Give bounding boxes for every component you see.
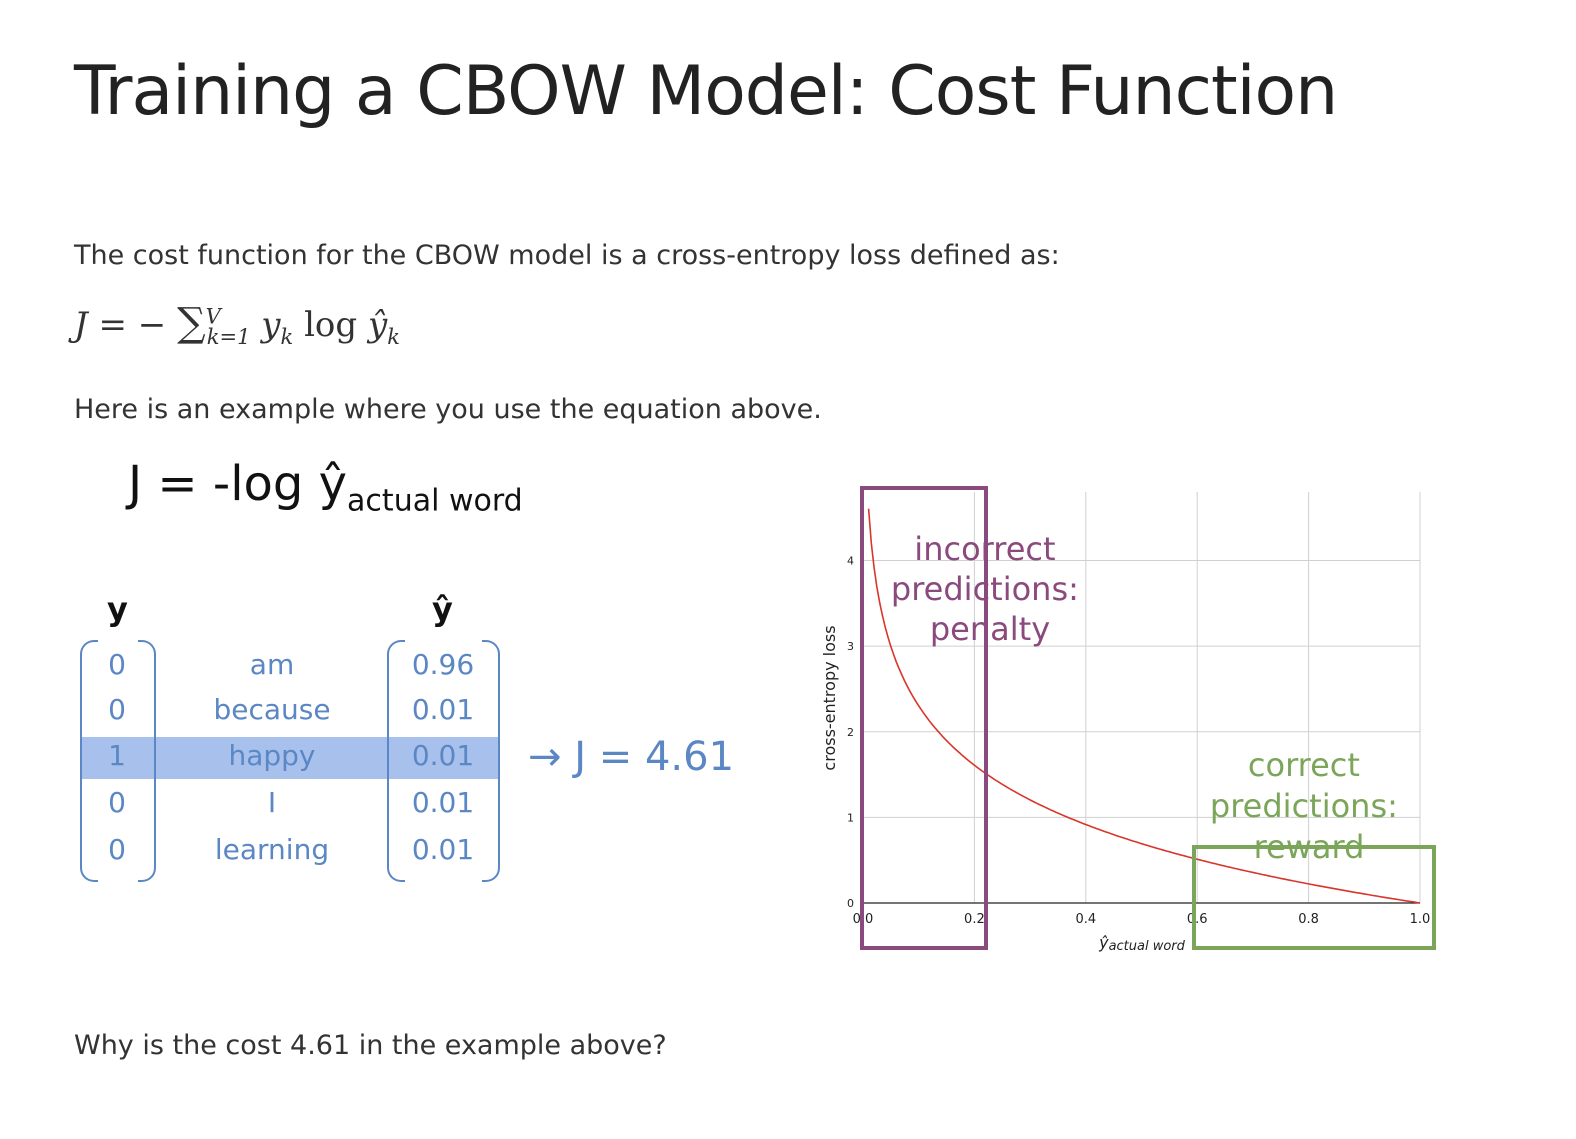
example-equation: J = -log ŷactual word — [128, 456, 523, 519]
penalty-annotation: incorrect predictions: penalty — [891, 530, 1089, 648]
yhat-value: 0.01 — [411, 739, 475, 772]
formula-sum-symbol: ∑ — [177, 300, 206, 346]
yhat-column-header: ŷ — [432, 590, 453, 628]
example-intro-text: Here is an example where you use the equ… — [74, 394, 822, 425]
x-tick-label: 0.8 — [1298, 912, 1319, 927]
formula-term-y: y — [261, 305, 281, 345]
formula-sum-lower: k=1 — [206, 324, 251, 349]
chart-xlabel-sub: actual word — [1109, 939, 1186, 954]
formula-term-yhat: ŷ — [367, 305, 388, 345]
formula-term-yhat-sub: k — [387, 324, 400, 349]
x-tick-label: 0.6 — [1187, 912, 1208, 927]
y-value: 0 — [108, 648, 126, 681]
reward-annotation-line: predictions: — [1210, 787, 1398, 825]
formula-term-y-sub: k — [280, 324, 294, 349]
y-vector-left-bracket — [80, 640, 98, 882]
chart-ylabel: cross-entropy loss — [820, 625, 839, 770]
x-tick-label: 0.2 — [964, 912, 985, 927]
x-tick-label: 1.0 — [1410, 912, 1431, 927]
y-tick-label: 4 — [847, 555, 854, 568]
intro-text: The cost function for the CBOW model is … — [74, 240, 1060, 271]
yhat-value: 0.01 — [411, 833, 475, 866]
chart-grid — [862, 492, 1421, 904]
yhat-vector-right-bracket — [482, 640, 500, 882]
reward-annotation-line: reward — [1254, 828, 1365, 866]
chart-xlabel-main: ŷ — [1098, 933, 1109, 952]
word-label: am — [249, 648, 295, 681]
formula-lhs: J — [74, 305, 88, 345]
page-title: Training a CBOW Model: Cost Function — [74, 52, 1338, 131]
yhat-value: 0.01 — [411, 786, 475, 819]
y-tick-label: 0 — [847, 897, 854, 910]
yhat-value: 0.01 — [411, 693, 475, 726]
word-label: because — [213, 693, 331, 726]
formula-log: log — [304, 305, 358, 345]
yhat-value: 0.96 — [411, 648, 475, 681]
reward-region-box — [1192, 845, 1436, 950]
y-value: 1 — [108, 739, 126, 772]
y-tick-label: 3 — [847, 640, 854, 653]
penalty-annotation-line: incorrect — [914, 530, 1055, 568]
cost-formula: J = − ∑Vk=1 yk log ŷk — [74, 300, 400, 349]
y-vector-right-bracket — [138, 640, 156, 882]
y-value: 0 — [108, 693, 126, 726]
y-tick-label: 1 — [847, 811, 854, 824]
word-label: I — [267, 786, 277, 819]
reward-annotation-line: correct — [1248, 746, 1360, 784]
loss-curve — [867, 508, 1421, 904]
formula-equals: = − — [98, 305, 167, 345]
x-tick-label: 0.4 — [1075, 912, 1096, 927]
y-value: 0 — [108, 786, 126, 819]
chart-xlabel: ŷactual word — [1098, 933, 1186, 954]
penalty-region-box — [860, 486, 988, 950]
penalty-annotation-line: predictions: — [891, 570, 1079, 608]
word-label: happy — [228, 739, 316, 772]
highlighted-row — [82, 737, 500, 779]
penalty-annotation-line: penalty — [930, 610, 1050, 648]
example-equation-main: J = -log ŷ — [128, 456, 348, 512]
formula-sum-upper: V — [205, 304, 221, 329]
word-label: learning — [214, 833, 330, 866]
y-tick-label: 2 — [847, 726, 854, 739]
example-equation-sub: actual word — [347, 483, 523, 519]
y-value: 0 — [108, 833, 126, 866]
cost-result: → J = 4.61 — [528, 734, 735, 780]
yhat-vector-left-bracket — [387, 640, 405, 882]
question-text: Why is the cost 4.61 in the example abov… — [74, 1030, 667, 1061]
y-column-header: y — [107, 590, 128, 628]
reward-annotation: correct predictions: reward — [1210, 746, 1408, 866]
